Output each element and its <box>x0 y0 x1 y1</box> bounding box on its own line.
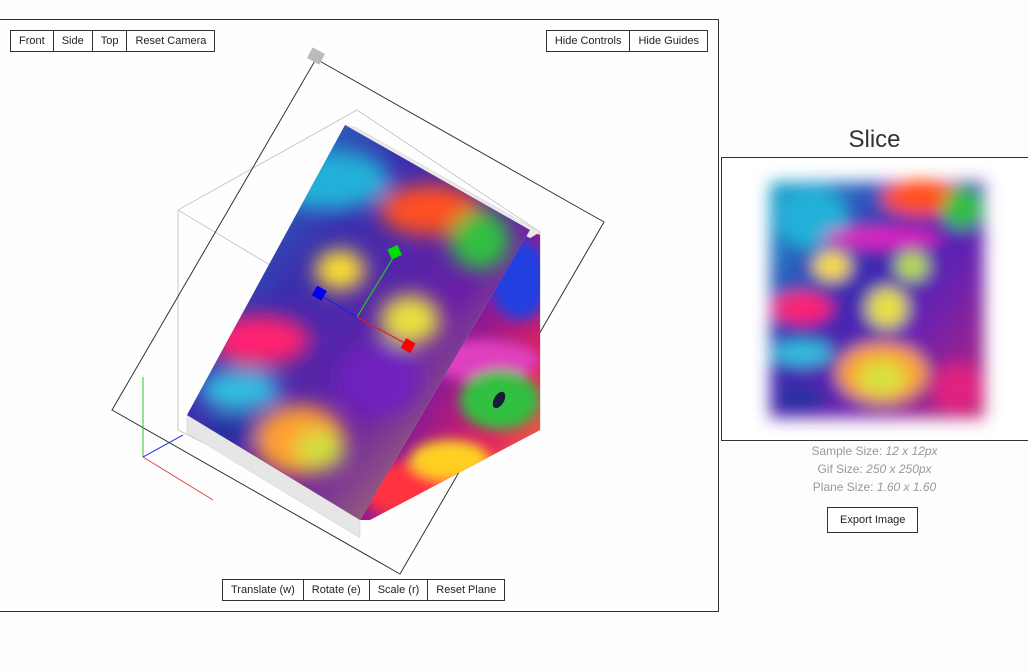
axis-helper <box>142 377 214 501</box>
plane-size-info: Plane Size: 1.60 x 1.60 <box>721 480 1028 494</box>
scale-button[interactable]: Scale (r) <box>368 579 429 601</box>
side-view-button[interactable]: Side <box>52 30 93 52</box>
front-view-button[interactable]: Front <box>10 30 54 52</box>
plane-size-label: Plane Size: <box>812 480 874 494</box>
slice-panel: Slice <box>721 0 1028 672</box>
slice-plane-outline[interactable] <box>111 58 605 575</box>
hide-controls-button[interactable]: Hide Controls <box>545 30 631 52</box>
translate-button[interactable]: Translate (w) <box>222 579 304 601</box>
reset-camera-button[interactable]: Reset Camera <box>126 30 216 52</box>
sample-size-value: 12 x 12px <box>885 444 938 458</box>
top-view-button[interactable]: Top <box>91 30 128 52</box>
sample-size-label: Sample Size: <box>811 444 883 458</box>
plane-pivot-marker <box>492 391 506 409</box>
slice-preview-image <box>770 180 984 418</box>
gizmo-y-handle-icon[interactable] <box>387 244 402 260</box>
slice-preview <box>721 157 1028 441</box>
display-controls: Hide Controls Hide Guides <box>545 30 708 52</box>
hide-guides-button[interactable]: Hide Guides <box>629 30 708 52</box>
rotate-button[interactable]: Rotate (e) <box>302 579 370 601</box>
volume-scene[interactable] <box>0 20 718 611</box>
gif-size-label: Gif Size: <box>817 462 863 476</box>
transform-gizmo[interactable] <box>311 244 508 410</box>
slice-title: Slice <box>848 126 901 153</box>
export-image-button[interactable]: Export Image <box>827 507 919 533</box>
gif-size-value: 250 x 250px <box>866 462 932 476</box>
plane-controls: Translate (w) Rotate (e) Scale (r) Reset… <box>222 579 506 601</box>
gif-size-info: Gif Size: 250 x 250px <box>721 462 1028 476</box>
plane-handle-icon[interactable] <box>307 47 325 65</box>
gizmo-z-handle-icon[interactable] <box>311 285 327 301</box>
reset-plane-button[interactable]: Reset Plane <box>427 579 506 601</box>
plane-size-value: 1.60 x 1.60 <box>876 480 937 494</box>
sample-size-info: Sample Size: 12 x 12px <box>721 444 1028 458</box>
3d-viewport[interactable]: Front Side Top Reset Camera Hide Control… <box>0 19 719 612</box>
gizmo-x-handle-icon[interactable] <box>400 338 416 354</box>
camera-controls: Front Side Top Reset Camera <box>10 30 216 52</box>
